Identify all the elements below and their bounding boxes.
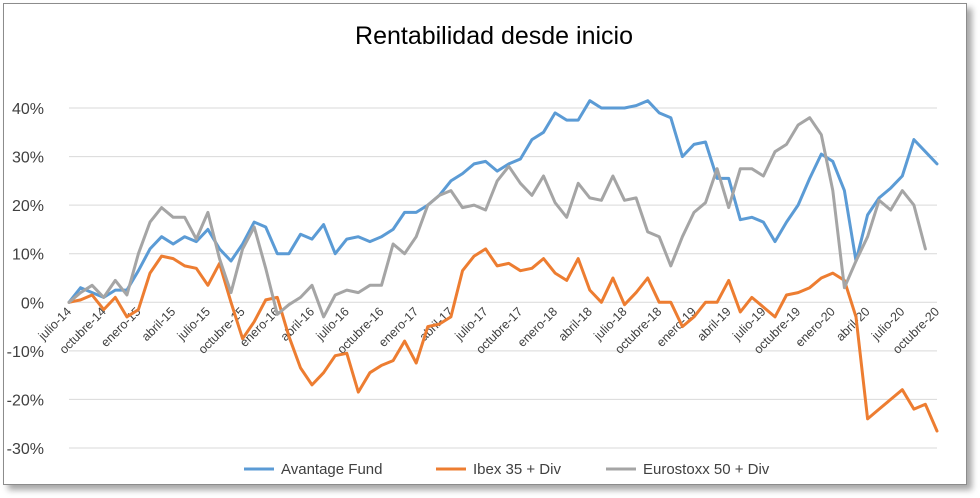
y-axis-ticks: -30% -20% -10% 0% 10% 20% 30% 40% [7,101,44,458]
gridlines [69,107,937,449]
y-tick-label: 0% [21,295,44,312]
legend: Avantage Fund Ibex 35 + Div Eurostoxx 50 +… [244,461,770,478]
chart-frame: Rentabilidad desde inicio -30% -20% -10% 0%… [3,3,967,485]
y-tick-label: 10% [12,247,44,264]
legend-label: Avantage Fund [281,461,382,478]
legend-label: Eurostoxx 50 + Div [643,461,770,478]
x-axis-ticks: julio-14octubre-14enero-15abril-15julio-… [35,304,942,356]
chart-svg: Rentabilidad desde inicio -30% -20% -10% 0%… [7,22,943,478]
x-tick-label: abril-18 [556,304,595,343]
series-line-2 [67,247,939,433]
chart-title: Rentabilidad desde inicio [355,22,633,50]
y-tick-label: -10% [7,344,44,361]
legend-label: Ibex 35 + Div [473,461,561,478]
y-tick-label: 30% [12,150,44,167]
series-line-3 [67,116,927,319]
y-tick-label: -20% [7,392,44,409]
y-tick-label: 40% [12,101,44,118]
series-lines [67,99,939,433]
x-tick-label: abril-15 [139,304,178,343]
y-tick-label: -30% [7,441,44,458]
y-tick-label: 20% [12,198,44,215]
